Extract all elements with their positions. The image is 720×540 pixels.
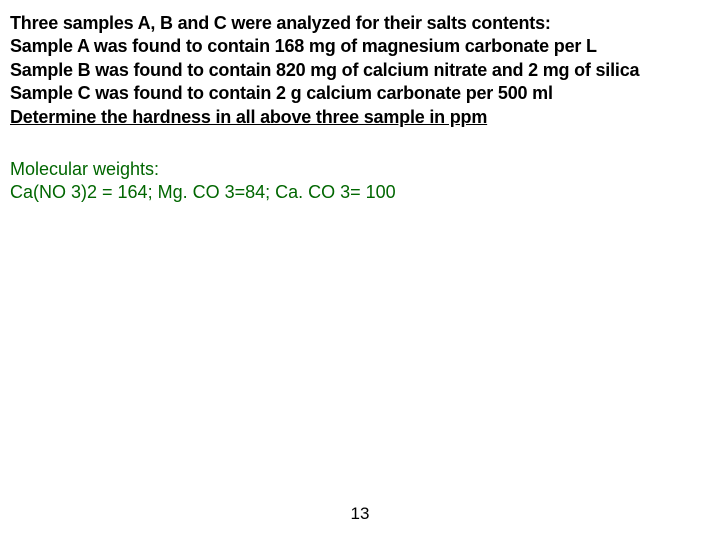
- problem-line-2: Sample A was found to contain 168 mg of …: [10, 35, 720, 58]
- mw-formula-line: Ca(NO 3)2 = 164; Mg. CO 3=84; Ca. CO 3= …: [10, 181, 396, 204]
- problem-line-3: Sample B was found to contain 820 mg of …: [10, 59, 720, 82]
- problem-line-5: Determine the hardness in all above thre…: [10, 106, 720, 129]
- problem-line-1: Three samples A, B and C were analyzed f…: [10, 12, 720, 35]
- page-number: 13: [0, 504, 720, 524]
- problem-line-4: Sample C was found to contain 2 g calciu…: [10, 82, 720, 105]
- problem-text-block: Three samples A, B and C were analyzed f…: [10, 12, 720, 129]
- mw-heading: Molecular weights:: [10, 158, 396, 181]
- molecular-weights-block: Molecular weights: Ca(NO 3)2 = 164; Mg. …: [10, 158, 396, 205]
- slide-page: Three samples A, B and C were analyzed f…: [0, 0, 720, 540]
